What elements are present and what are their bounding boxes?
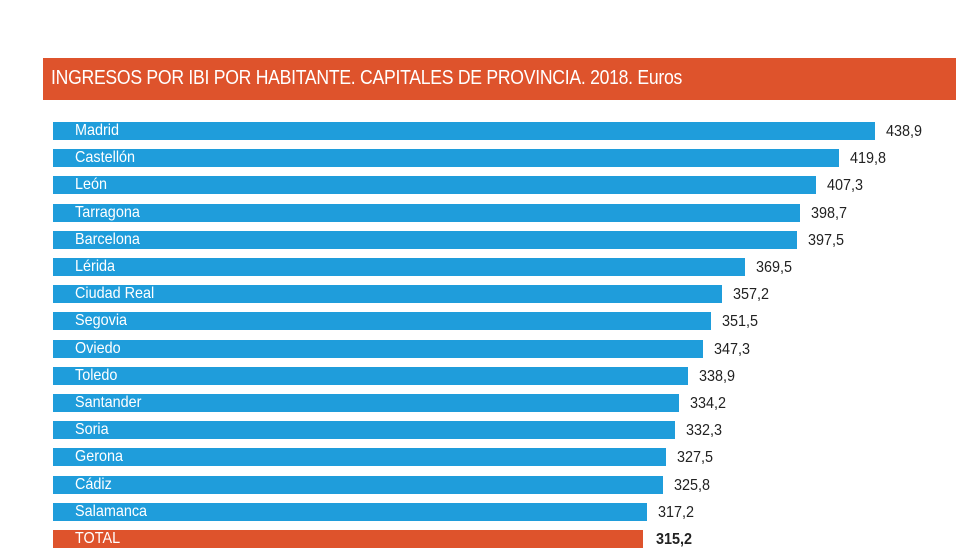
value-label: 357,2: [732, 286, 770, 304]
category-label: Toledo: [75, 366, 118, 384]
category-label: TOTAL: [75, 530, 121, 547]
chart-title-bar: INGRESOS POR IBI POR HABITANTE. CAPITALE…: [43, 58, 956, 100]
bar: [53, 230, 798, 249]
value-label: 315,2: [656, 531, 693, 548]
bar: [53, 475, 664, 494]
value-label: 398,7: [810, 204, 847, 222]
bar: [53, 448, 667, 467]
category-label: Madrid: [75, 122, 120, 139]
bar: [53, 366, 688, 385]
category-label: Gerona: [75, 448, 124, 466]
chart-title: INGRESOS POR IBI POR HABITANTE. CAPITALE…: [51, 67, 683, 89]
bar: [53, 176, 816, 195]
bar: [53, 203, 800, 222]
category-label: Castellón: [75, 149, 136, 167]
value-label: 332,3: [686, 422, 723, 440]
bar: [53, 421, 676, 440]
category-label: Lérida: [75, 258, 116, 275]
value-label: 438,9: [886, 123, 923, 140]
value-label: 397,5: [808, 231, 845, 249]
bar: [53, 258, 746, 276]
value-label: 419,8: [850, 150, 887, 168]
bar: [53, 285, 722, 304]
category-label: Santander: [75, 394, 142, 411]
bar: [53, 502, 648, 521]
category-label: Ciudad Real: [75, 285, 155, 303]
category-label: Segovia: [75, 312, 128, 330]
value-label: 334,2: [689, 395, 726, 412]
value-label: 327,5: [677, 449, 714, 467]
value-label: 347,3: [714, 340, 751, 358]
category-label: Cádiz: [75, 475, 112, 493]
bar: [53, 122, 875, 140]
category-label: Barcelona: [75, 230, 140, 248]
value-label: 407,3: [826, 177, 863, 195]
bar-total: [53, 530, 644, 548]
value-label: 338,9: [698, 367, 735, 385]
bar: [53, 149, 840, 168]
category-label: Soria: [75, 421, 109, 439]
value-label: 351,5: [722, 313, 759, 331]
bar: [53, 339, 704, 358]
value-label: 317,2: [658, 503, 695, 521]
value-label: 325,8: [674, 476, 711, 494]
category-label: Oviedo: [75, 339, 121, 357]
category-label: Salamanca: [75, 502, 148, 520]
bar: [53, 394, 679, 412]
value-label: 369,5: [756, 259, 793, 276]
category-label: Tarragona: [75, 203, 140, 221]
category-label: León: [75, 176, 108, 194]
bar: [53, 312, 712, 331]
